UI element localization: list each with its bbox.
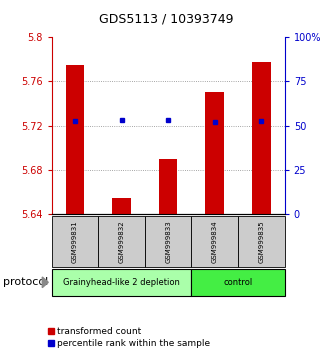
Text: GSM999834: GSM999834 xyxy=(212,220,218,263)
Bar xyxy=(159,159,177,214)
Text: GSM999833: GSM999833 xyxy=(165,220,171,263)
Text: GSM999835: GSM999835 xyxy=(258,220,264,263)
Legend: transformed count, percentile rank within the sample: transformed count, percentile rank withi… xyxy=(48,327,210,348)
Bar xyxy=(205,92,224,214)
Text: control: control xyxy=(223,278,253,287)
Bar xyxy=(66,65,84,214)
Text: GDS5113 / 10393749: GDS5113 / 10393749 xyxy=(99,12,234,25)
Text: GSM999831: GSM999831 xyxy=(72,220,78,263)
Text: Grainyhead-like 2 depletion: Grainyhead-like 2 depletion xyxy=(63,278,180,287)
Bar xyxy=(252,62,271,214)
Text: GSM999832: GSM999832 xyxy=(119,220,125,263)
Text: protocol: protocol xyxy=(3,277,49,287)
Bar xyxy=(112,198,131,214)
